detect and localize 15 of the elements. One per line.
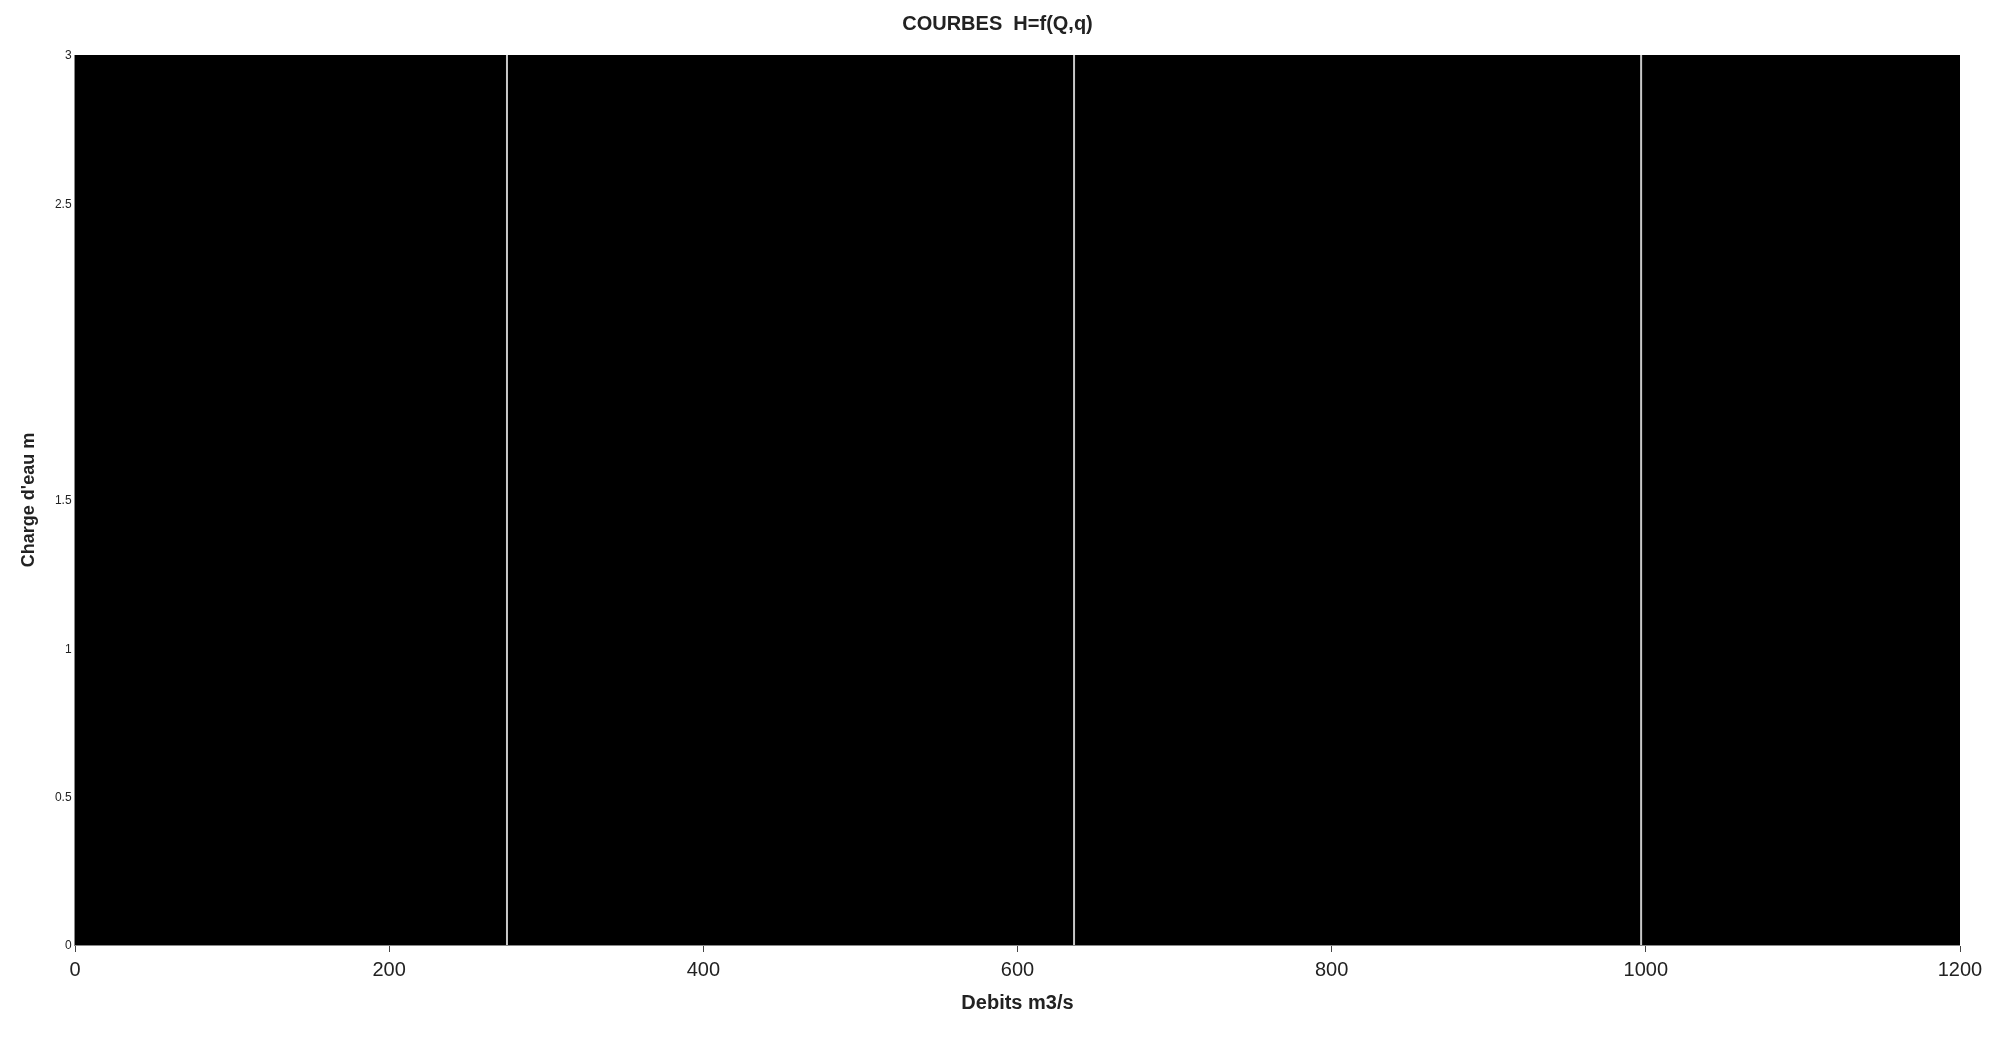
x-tick-label: 200 [372,958,406,980]
x-tick-label: 800 [1314,958,1349,980]
chart-title: COURBES H=f(Q,q) [902,11,1093,34]
y-tick-label: 2.5 [54,196,72,211]
x-tick-label: 600 [1000,958,1035,980]
x-axis-title: Debits m3/s [961,990,1074,1013]
y-tick-label: 0.5 [54,789,72,804]
x-tick-label: 1200 [1937,958,1983,980]
x-tick-label: 400 [686,958,721,980]
y-tick-label: 1.5 [54,493,72,508]
y-tick-label: 1 [64,641,72,656]
x-tick-label: 1000 [1623,958,1669,980]
y-tick-label: 3 [64,48,72,63]
y-axis-title: Charge d'eau m [18,432,39,568]
y-tick-label: 0 [64,938,72,953]
